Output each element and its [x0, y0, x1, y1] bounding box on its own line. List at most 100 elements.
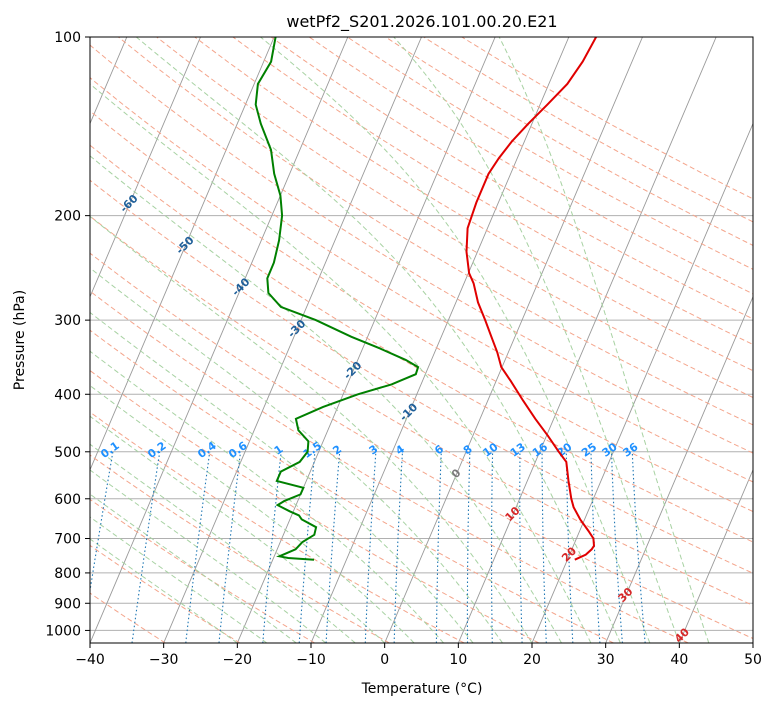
plot-frame: [89, 36, 754, 644]
dry-adiabat-line: [385, 37, 753, 246]
dry-adiabat-line: [90, 498, 315, 643]
mixing-ratio-line: [298, 451, 316, 643]
moist-adiabat-line: [260, 37, 651, 643]
dry-adiabat-line: [118, 37, 753, 426]
moist-adiabat-line: [90, 155, 562, 643]
isotherm-label: -80: [6, 108, 29, 131]
mixing-ratio-label: 3: [367, 442, 381, 457]
x-tick-label: 30: [597, 652, 615, 668]
moist-adiabat-line: [90, 469, 327, 643]
moist-adiabat-line: [393, 37, 680, 643]
isotherm-line: [605, 295, 753, 643]
y-tick-label: 200: [54, 209, 81, 225]
x-tick-label: −30: [149, 652, 179, 668]
moist-adiabat-line: [498, 37, 710, 643]
moist-adiabat-line: [90, 215, 533, 643]
temperature-series-line: [465, 37, 597, 561]
isotherm-label: 20: [559, 544, 579, 564]
isotherm-line: [531, 122, 753, 643]
x-axis-label: Temperature (°C): [361, 681, 483, 697]
dry-adiabat-line: [90, 110, 753, 513]
mixing-ratio-line: [490, 451, 494, 643]
x-axis: −40 −30 −20 −10 0 10 20 30 40 50: [75, 643, 762, 668]
moist-adiabat-line: [90, 267, 503, 643]
moist-adiabat-line: [90, 83, 592, 643]
mixing-ratio-line: [131, 451, 161, 643]
mixing-ratio-label: 6: [432, 442, 446, 457]
isotherm-line: [310, 37, 570, 643]
x-tick-label: −20: [223, 652, 253, 668]
y-tick-label: 600: [54, 492, 81, 508]
y-tick-label: 400: [54, 387, 81, 403]
mixing-ratio-line: [262, 451, 282, 643]
isotherm-line: [752, 641, 753, 643]
mixing-ratio-line: [590, 451, 601, 643]
dry-adiabat-line: [90, 592, 166, 643]
y-tick-label: 900: [54, 596, 81, 612]
y-tick-label: 500: [54, 445, 81, 461]
isotherm-line: [163, 37, 422, 643]
mixing-ratio-label: 1: [272, 442, 286, 457]
mixing-ratio-label: 13: [508, 440, 528, 459]
isotherm-label: -40: [229, 275, 252, 298]
mixing-ratio-line: [393, 451, 404, 643]
dry-adiabat-line: [90, 144, 753, 543]
x-tick-label: 10: [449, 652, 467, 668]
mixing-ratio-line: [364, 451, 377, 643]
dry-adiabat-line: [90, 454, 390, 643]
mixing-ratio-label: 25: [579, 440, 599, 459]
mixing-ratio-line: [185, 451, 211, 643]
moist-adiabat-line: [90, 493, 297, 643]
isotherm-label: 30: [616, 585, 636, 605]
dry-adiabat-lines: [90, 37, 753, 643]
isotherm-lines: [90, 37, 753, 643]
dry-adiabat-line: [90, 290, 689, 643]
mixing-ratio-line: [325, 451, 341, 643]
isotherm-label: 0: [449, 466, 464, 481]
y-tick-label: 100: [54, 30, 81, 46]
x-tick-label: 0: [380, 652, 389, 668]
dry-adiabat-line: [90, 411, 465, 643]
dry-adiabat-line: [232, 37, 753, 346]
dewpoint-series-line: [254, 37, 420, 561]
plot-area: 0.10.20.40.611.52346810131620253036-100-…: [6, 37, 753, 643]
dry-adiabat-line: [194, 37, 753, 372]
y-tick-label: 800: [54, 566, 81, 582]
dry-adiabat-line: [156, 37, 753, 399]
dry-adiabat-line: [90, 544, 241, 643]
moist-adiabat-line: [90, 538, 238, 643]
mixing-ratio-line: [218, 451, 242, 643]
mixing-ratio-label: 0.2: [145, 439, 168, 461]
y-axis-label: Pressure (hPa): [12, 290, 28, 390]
mixing-ratio-label: 8: [461, 442, 475, 457]
isotherm-label: -10: [397, 400, 420, 423]
dry-adiabat-line: [90, 369, 540, 643]
dry-adiabat-line: [90, 252, 753, 640]
dry-adiabat-line: [461, 37, 753, 200]
isotherm-label: -60: [117, 192, 140, 215]
pressure-gridlines: [90, 37, 753, 631]
mixing-ratio-line: [519, 451, 523, 643]
mixing-ratio-label: 36: [620, 440, 640, 460]
dry-adiabat-line: [270, 37, 753, 320]
isotherm-label: -20: [341, 359, 364, 382]
dry-adiabat-line: [423, 37, 753, 223]
x-tick-label: −40: [75, 652, 105, 668]
y-tick-label: 1000: [45, 623, 81, 639]
moist-adiabat-line: [90, 415, 386, 643]
x-tick-label: 50: [744, 652, 762, 668]
mixing-ratio-label: 16: [530, 440, 550, 460]
chart-title: wetPf2_S201.2026.101.00.20.E21: [286, 12, 557, 32]
dry-adiabat-line: [90, 179, 753, 574]
x-tick-label: 40: [670, 652, 688, 668]
dry-adiabat-line: [90, 215, 753, 606]
y-axis: 100 200 300 400 500 600 700 800 900 1000: [45, 30, 90, 639]
mixing-ratio-line: [90, 451, 114, 595]
isotherm-line: [678, 468, 753, 643]
isotherm-line: [90, 37, 275, 472]
y-tick-label: 700: [54, 532, 81, 548]
mixing-ratio-label: 10: [480, 440, 500, 460]
isotherm-line: [236, 37, 496, 643]
isotherm-line: [384, 37, 643, 643]
